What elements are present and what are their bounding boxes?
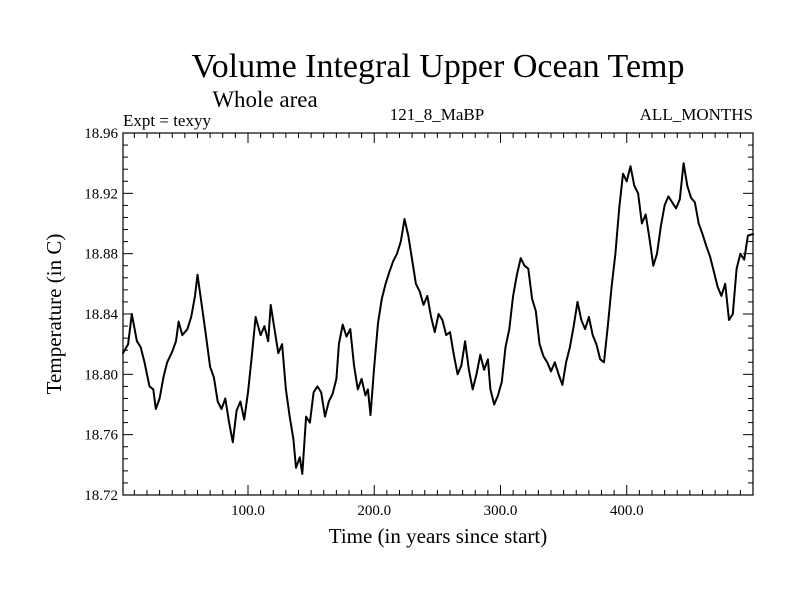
x-axis-label: Time (in years since start) bbox=[329, 524, 548, 548]
months-label: ALL_MONTHS bbox=[640, 105, 753, 124]
x-tick-label: 200.0 bbox=[357, 503, 391, 519]
tick-labels: 100.0 200.0 300.0 400.0 18.72 18.76 18.80 18.84… bbox=[84, 126, 643, 519]
temperature-series-line bbox=[122, 162, 754, 475]
y-tick-label: 18.96 bbox=[84, 126, 118, 142]
x-tick-label: 400.0 bbox=[610, 503, 644, 519]
x-tick-label: 100.0 bbox=[231, 503, 265, 519]
y-tick-label: 18.88 bbox=[84, 247, 118, 263]
chart-subtitle: Whole area bbox=[212, 87, 317, 112]
run-label: 121_8_MaBP bbox=[390, 105, 484, 124]
y-tick-label: 18.80 bbox=[84, 367, 118, 383]
x-tick-label: 300.0 bbox=[484, 503, 518, 519]
y-tick-label: 18.72 bbox=[84, 488, 118, 504]
y-tick-label: 18.92 bbox=[84, 186, 118, 202]
chart-title: Volume Integral Upper Ocean Temp bbox=[192, 48, 685, 85]
experiment-label: Expt = texyy bbox=[123, 111, 211, 130]
plot-frame bbox=[122, 132, 754, 496]
y-tick-label: 18.76 bbox=[84, 428, 118, 444]
y-tick-label: 18.84 bbox=[84, 307, 118, 323]
y-axis-label: Temperature (in C) bbox=[42, 234, 66, 395]
